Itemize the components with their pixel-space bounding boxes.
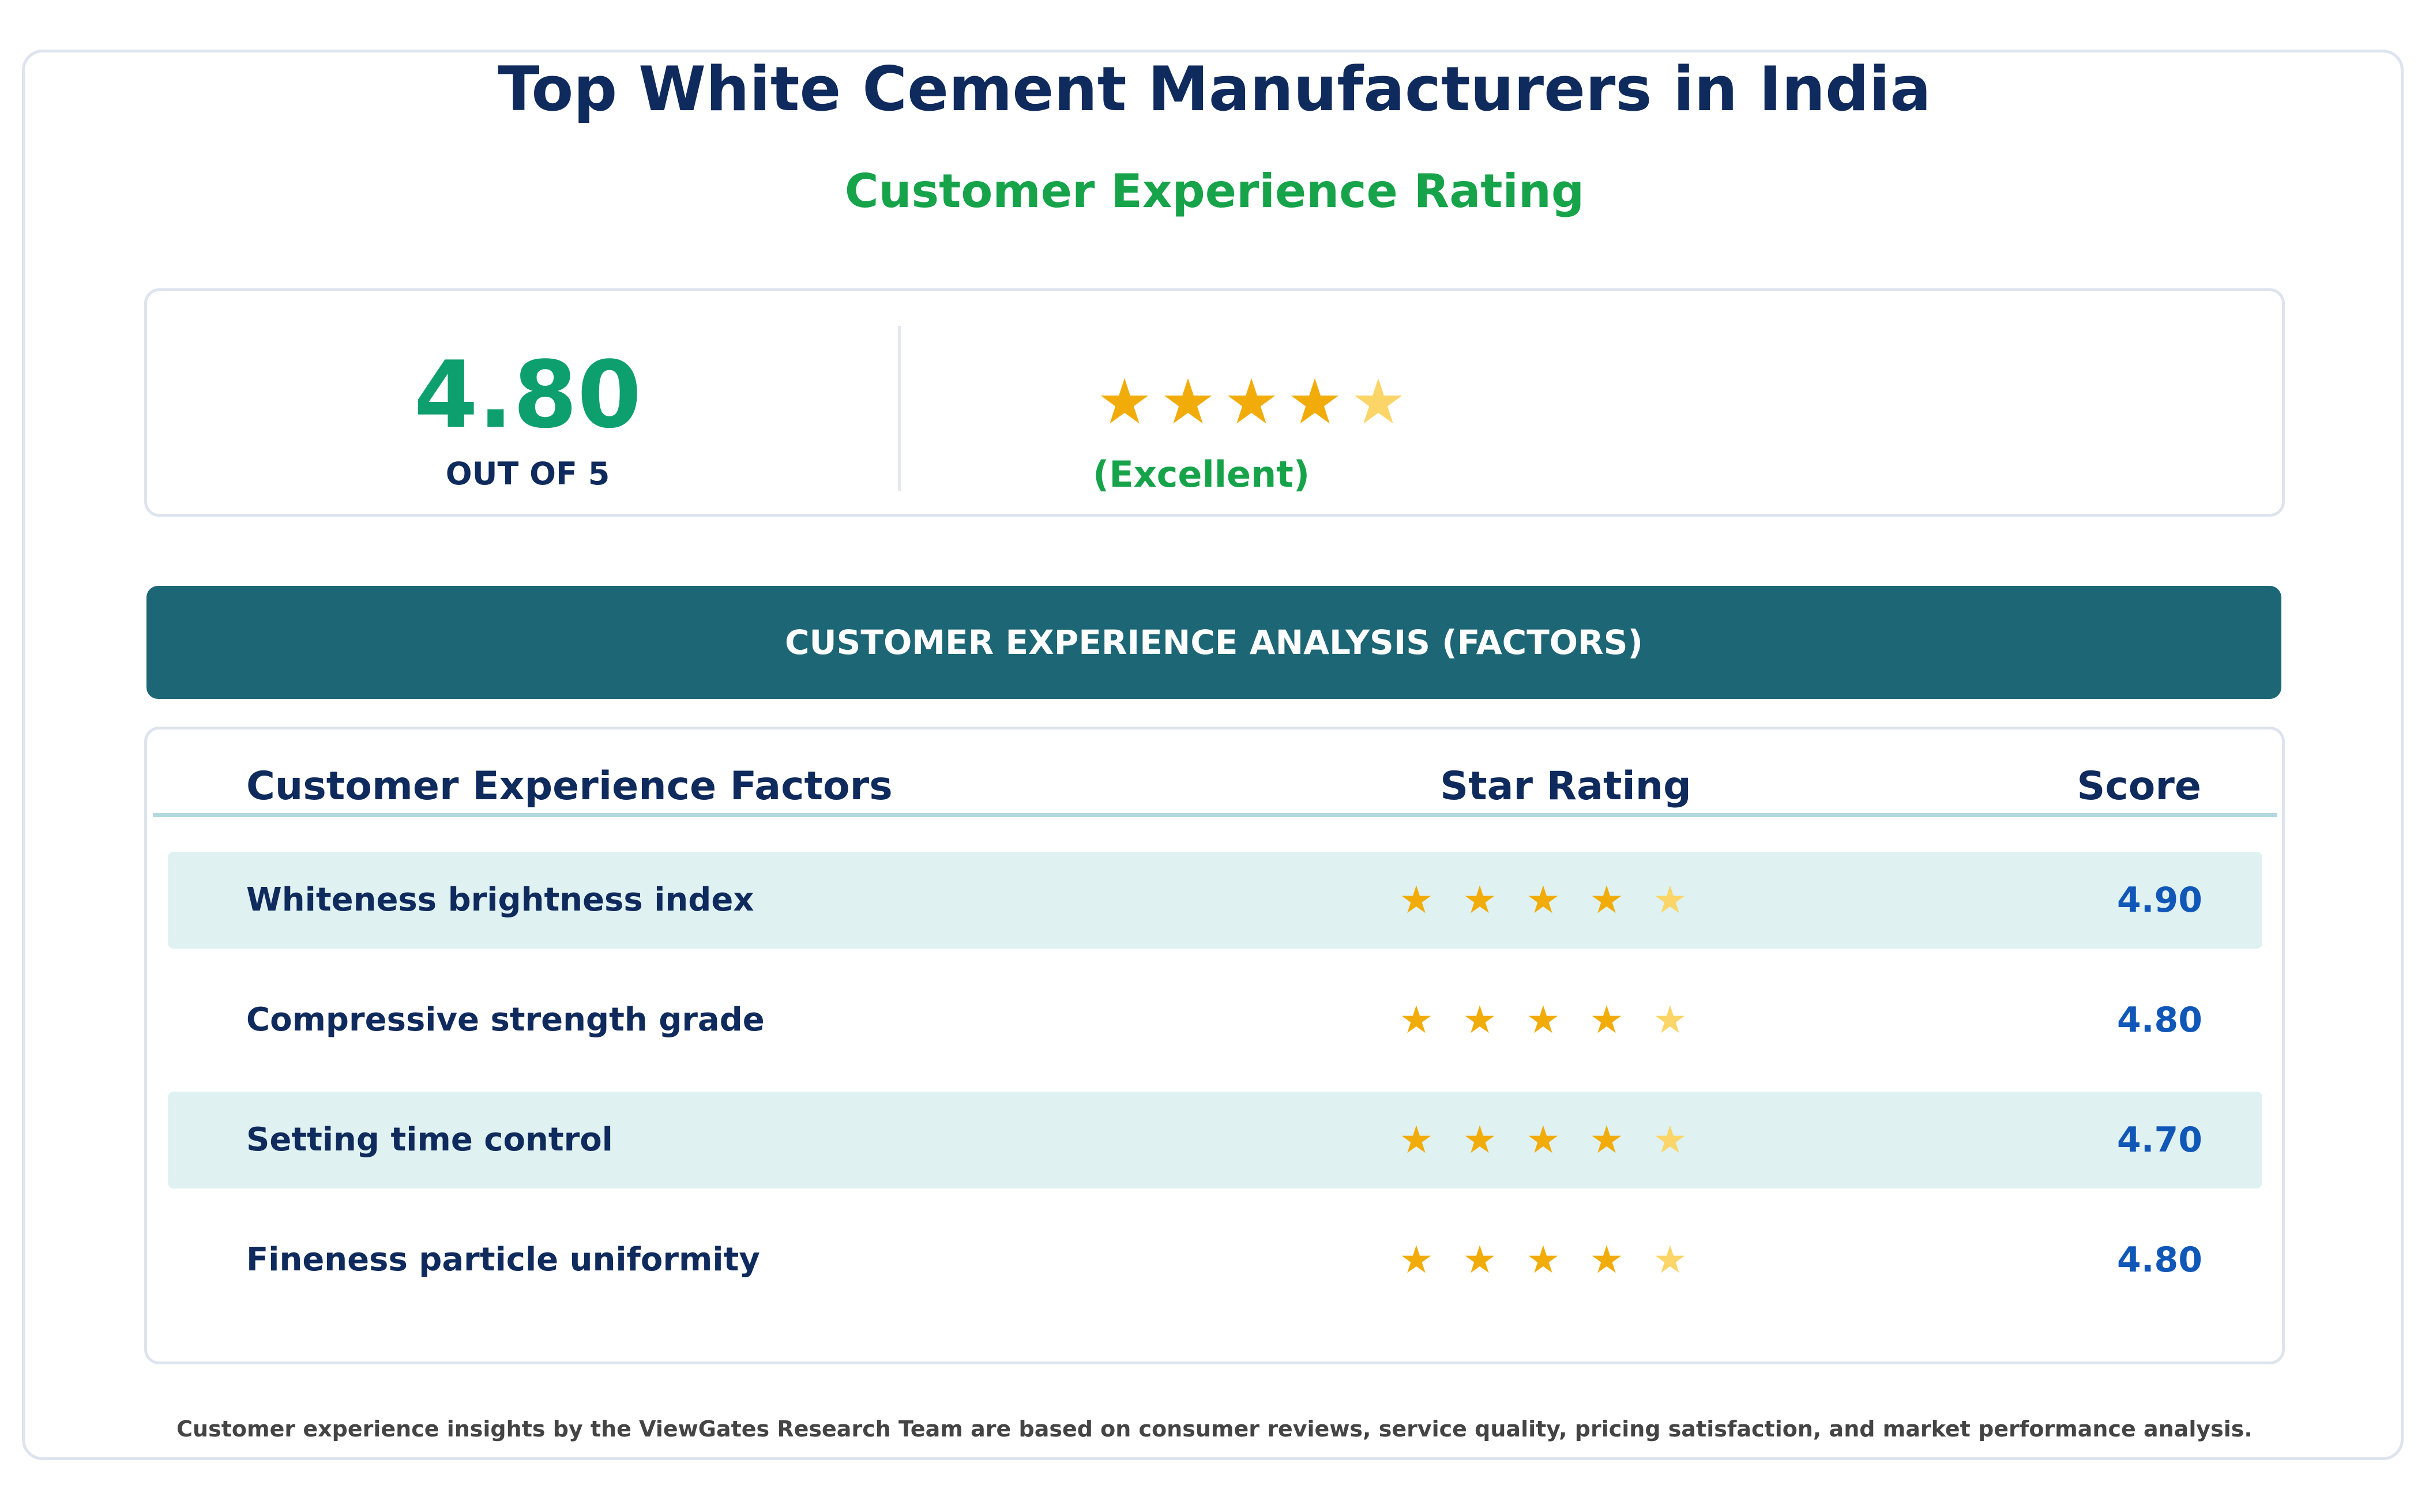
overall-star-rating: ★ ★ ★ ★ ★: [1093, 365, 1496, 440]
table-row: Fineness particle uniformity ★ ★ ★ ★ ★ 4.80: [168, 1212, 2262, 1308]
factor-star-rating: ★ ★ ★ ★ ★: [1385, 852, 1702, 949]
star-icon: ★: [1462, 1238, 1497, 1282]
half-star-icon: ★: [1653, 1118, 1687, 1162]
page-title: Top White Cement Manufacturers in India: [498, 54, 1931, 125]
star-icon: ★: [1399, 1238, 1434, 1282]
star-icon: ★: [1462, 878, 1497, 922]
factor-name: Setting time control: [246, 1121, 613, 1159]
table-row: Compressive strength grade ★ ★ ★ ★ ★ 4.80: [168, 972, 2262, 1069]
footer-note: Customer experience insights by the View…: [176, 1416, 2253, 1442]
factor-name: Compressive strength grade: [246, 1001, 765, 1039]
star-icon: ★: [1399, 998, 1434, 1042]
star-icon: ★: [1526, 1118, 1561, 1162]
header-divider: [153, 813, 2277, 817]
factor-star-rating: ★ ★ ★ ★ ★: [1385, 1212, 1702, 1308]
star-icon: ★: [1526, 998, 1561, 1042]
column-header-factors: Customer Experience Factors: [246, 763, 893, 809]
star-icon: ★: [1526, 1238, 1561, 1282]
overall-rating-panel: 4.80 OUT OF 5 ★ ★ ★ ★ ★ (Excellent): [144, 288, 2285, 517]
factor-name: Whiteness brightness index: [246, 881, 754, 919]
factor-star-rating: ★ ★ ★ ★ ★: [1385, 972, 1702, 1069]
panel-divider: [898, 326, 901, 491]
half-star-icon: ★: [1653, 998, 1687, 1042]
star-icon: ★: [1589, 1238, 1624, 1282]
half-star-icon: ★: [1350, 366, 1407, 438]
star-icon: ★: [1526, 878, 1561, 922]
table-row: Whiteness brightness index ★ ★ ★ ★ ★ 4.90: [168, 852, 2262, 949]
table-row: Setting time control ★ ★ ★ ★ ★ 4.70: [168, 1092, 2262, 1188]
half-star-icon: ★: [1653, 878, 1687, 922]
star-icon: ★: [1399, 1118, 1434, 1162]
factor-score: 4.90: [2116, 880, 2202, 920]
star-icon: ★: [1287, 366, 1343, 438]
factor-star-rating: ★ ★ ★ ★ ★: [1385, 1092, 1702, 1188]
factor-score: 4.80: [2116, 1240, 2202, 1280]
section-banner: CUSTOMER EXPERIENCE ANALYSIS (FACTORS): [146, 586, 2281, 699]
star-icon: ★: [1589, 1118, 1624, 1162]
star-icon: ★: [1589, 878, 1624, 922]
factor-score: 4.80: [2116, 1000, 2202, 1040]
out-of-label: OUT OF 5: [445, 456, 610, 492]
column-header-star-rating: Star Rating: [1440, 763, 1691, 809]
page-subtitle: Customer Experience Rating: [844, 164, 1585, 218]
factors-table: Customer Experience Factors Star Rating …: [144, 727, 2285, 1364]
factor-name: Fineness particle uniformity: [246, 1241, 760, 1278]
column-header-score: Score: [2077, 763, 2201, 809]
star-icon: ★: [1399, 878, 1434, 922]
rating-label: (Excellent): [1093, 453, 1310, 495]
overall-score: 4.80: [413, 341, 642, 449]
star-icon: ★: [1462, 1118, 1497, 1162]
star-icon: ★: [1462, 998, 1497, 1042]
star-icon: ★: [1096, 366, 1153, 438]
star-icon: ★: [1223, 366, 1280, 438]
star-icon: ★: [1160, 366, 1216, 438]
star-icon: ★: [1589, 998, 1624, 1042]
half-star-icon: ★: [1653, 1238, 1687, 1282]
factor-score: 4.70: [2116, 1120, 2202, 1160]
